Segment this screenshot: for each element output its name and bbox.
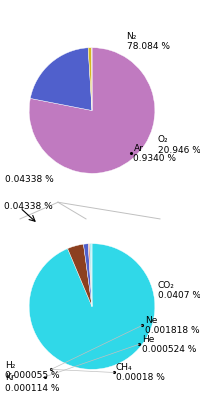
Wedge shape: [68, 244, 92, 306]
Text: H₂
0.000055 %: H₂ 0.000055 %: [5, 361, 60, 380]
Wedge shape: [88, 48, 92, 111]
Text: 0.04338 %: 0.04338 %: [5, 175, 54, 184]
Text: O₂
20.946 %: O₂ 20.946 %: [158, 136, 200, 155]
Text: 0.04338 %: 0.04338 %: [4, 202, 53, 211]
Wedge shape: [91, 244, 92, 306]
Text: Kr
0.000114 %: Kr 0.000114 %: [5, 374, 60, 393]
Wedge shape: [30, 48, 92, 111]
Wedge shape: [83, 244, 92, 306]
Wedge shape: [29, 244, 155, 369]
Text: CO₂
0.0407 %: CO₂ 0.0407 %: [158, 281, 200, 301]
Text: Ar
0.9340 %: Ar 0.9340 %: [133, 143, 176, 163]
Wedge shape: [29, 48, 155, 173]
Wedge shape: [90, 244, 92, 306]
Text: N₂
78.084 %: N₂ 78.084 %: [127, 32, 170, 51]
Wedge shape: [91, 244, 92, 306]
Text: He
0.000524 %: He 0.000524 %: [142, 334, 196, 354]
Wedge shape: [88, 244, 92, 306]
Text: Ne
0.001818 %: Ne 0.001818 %: [145, 316, 199, 335]
Text: CH₄
0.00018 %: CH₄ 0.00018 %: [116, 363, 165, 382]
